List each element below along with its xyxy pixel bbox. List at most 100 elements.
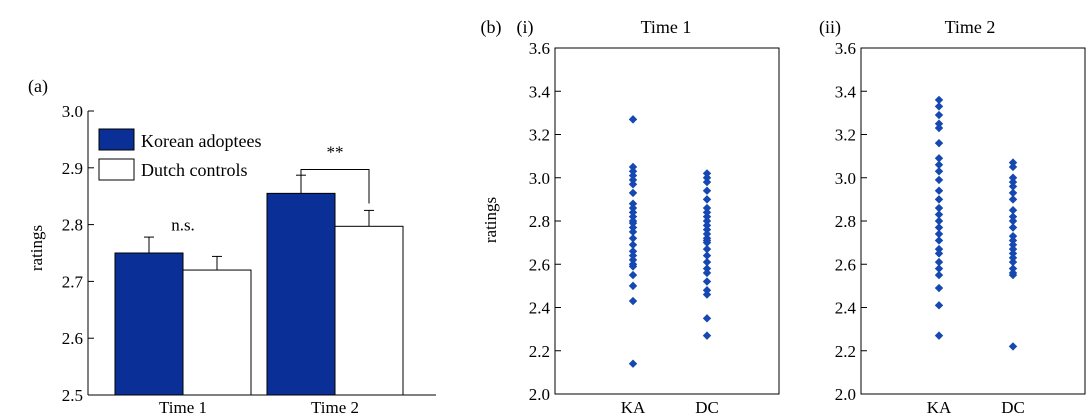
panel-b-i-title: Time 1 <box>641 17 692 37</box>
y-tick-label: 2.2 <box>529 342 550 361</box>
point-ka <box>934 167 944 176</box>
annotation-significant: ** <box>327 143 344 162</box>
point-dc <box>1008 236 1018 245</box>
panel-b-ii-frame <box>860 47 1086 395</box>
point-dc <box>1008 188 1018 198</box>
y-tick-label: 2.5 <box>62 386 83 405</box>
point-dc <box>702 216 712 226</box>
point-dc <box>1008 253 1018 262</box>
y-tick-label: 3.4 <box>835 82 857 101</box>
point-ka <box>628 227 638 237</box>
y-tick-label: 2.7 <box>62 272 84 291</box>
point-ka <box>628 262 638 271</box>
x-tick-label: Time 1 <box>159 398 207 417</box>
point-dc <box>1008 231 1018 241</box>
panel-a-bars <box>114 192 404 396</box>
significance-bracket <box>300 169 370 204</box>
panel-b-i-scatter: (b) (i) Time 1 ratings 2.0 2.2 2.4 2.6 2.8 3.… <box>481 17 780 417</box>
bar-dutch-controls-time-1 <box>182 269 252 396</box>
y-tick-label: 2.2 <box>835 342 856 361</box>
point-ka <box>934 119 944 128</box>
point-dc <box>702 208 712 217</box>
panel-b-label: (b) <box>481 17 502 38</box>
point-ka <box>934 210 944 219</box>
point-dc <box>702 225 712 234</box>
panel-b-i-y-axis: 2.0 2.2 2.4 2.6 2.8 3.0 3.2 3.4 3.6 <box>529 39 561 404</box>
panel-a-legend: Korean adoptees Dutch controls <box>98 128 261 181</box>
point-dc <box>1008 244 1018 254</box>
y-tick-label: 3.2 <box>529 126 550 145</box>
point-dc <box>1008 205 1018 215</box>
point-ka <box>934 123 944 133</box>
point-dc <box>1008 173 1018 182</box>
point-ka <box>628 175 638 185</box>
annotation-not-significant: n.s. <box>171 215 195 234</box>
point-dc <box>702 290 712 299</box>
point-ka <box>628 188 638 198</box>
bar-korean-adoptees-time-1 <box>114 252 184 396</box>
point-dc <box>702 257 712 267</box>
point-ka <box>934 138 944 148</box>
point-dc <box>702 177 712 187</box>
panel-b-ii-scatter: (ii) Time 2 2.02.22.42.62.83.03.23.43.6 … <box>819 17 1086 417</box>
y-tick-label: 2.0 <box>529 385 550 404</box>
point-dc <box>702 264 712 273</box>
point-ka <box>628 234 638 243</box>
point-ka <box>934 102 944 111</box>
point-dc <box>1008 342 1018 351</box>
point-ka <box>934 95 944 105</box>
point-dc <box>702 277 712 286</box>
point-dc <box>702 314 712 323</box>
point-dc <box>1008 212 1018 221</box>
point-dc <box>702 229 712 239</box>
point-dc <box>1008 177 1018 187</box>
point-ka <box>934 229 944 239</box>
y-tick-label: 2.4 <box>835 299 857 318</box>
y-tick-label: 3.0 <box>62 102 83 121</box>
y-tick-label: 2.6 <box>62 329 83 348</box>
x-tick-label: DC <box>1001 398 1025 417</box>
x-tick-label: KA <box>621 398 646 417</box>
point-dc <box>702 203 712 213</box>
panel-b-y-axis-title: ratings <box>481 197 500 243</box>
point-ka <box>628 296 638 306</box>
panel-a-x-axis: Time 1 Time 2 <box>159 398 359 417</box>
point-ka <box>628 203 638 213</box>
point-ka <box>628 162 638 172</box>
y-tick-label: 3.4 <box>529 82 551 101</box>
point-dc <box>702 212 712 221</box>
y-tick-label: 2.9 <box>62 159 83 178</box>
point-ka <box>934 249 944 258</box>
y-tick-label: 3.6 <box>529 39 550 58</box>
y-tick-label: 2.8 <box>62 216 83 235</box>
point-ka <box>628 251 638 260</box>
point-ka <box>628 167 638 176</box>
point-ka <box>934 264 944 273</box>
panel-b-ii-y-axis: 2.0 2.2 2.4 2.6 2.8 3.0 3.2 3.4 3.6 <box>835 39 867 404</box>
point-dc <box>702 173 712 182</box>
point-ka <box>934 154 944 163</box>
point-ka <box>628 218 638 228</box>
point-ka <box>934 283 944 293</box>
bar-dutch-controls-time-2 <box>334 225 404 396</box>
legend-label-dutch-controls: Dutch controls <box>141 160 247 180</box>
y-tick-label: 2.6 <box>835 255 856 274</box>
point-dc <box>1008 264 1018 273</box>
panel-a-y-axis-title: ratings <box>27 225 46 271</box>
point-ka <box>934 301 944 310</box>
point-ka <box>628 223 638 232</box>
point-dc <box>702 244 712 254</box>
y-tick-label: 2.6 <box>529 255 550 274</box>
point-ka <box>628 115 638 124</box>
panel-a-label: (a) <box>28 76 48 97</box>
point-dc <box>702 195 712 204</box>
point-ka <box>628 240 638 249</box>
point-ka <box>628 199 638 208</box>
point-ka <box>934 186 944 195</box>
point-dc <box>1008 257 1018 267</box>
point-ka <box>934 223 944 232</box>
panel-b-i-points <box>628 115 712 368</box>
y-tick-label: 3.0 <box>529 169 550 188</box>
point-dc <box>702 169 712 178</box>
